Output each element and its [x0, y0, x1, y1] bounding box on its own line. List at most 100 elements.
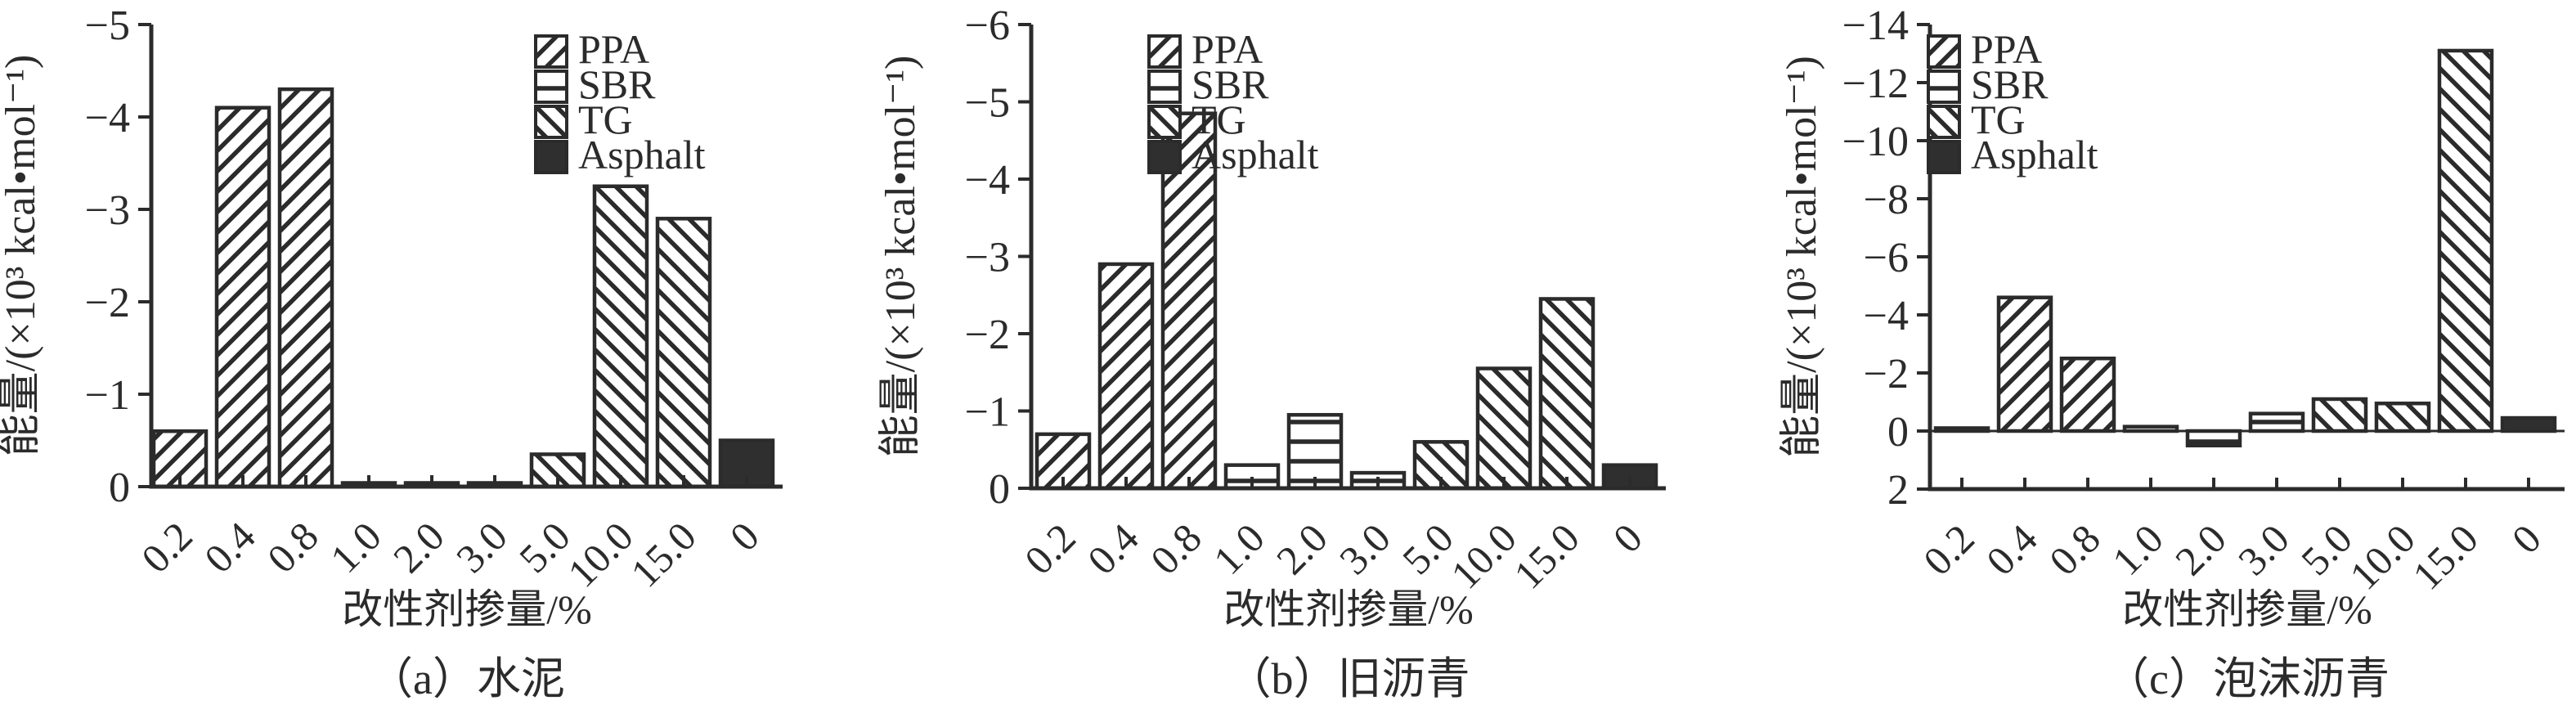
y-tick-label: −10 [1842, 119, 1909, 165]
x-tick-label: 15.0 [1505, 514, 1587, 597]
bar-PPA-0.8 [277, 87, 334, 489]
y-axis-title: 能量/(×10³ kcal•mol⁻¹) [877, 56, 924, 458]
y-tick-label: 2 [1887, 467, 1909, 514]
chart-c-column: 能量/(×10³ kcal•mol⁻¹) −14 −12 −10 −8 −6 −4 −2 0 2 0… [1717, 0, 2576, 714]
bar-PPA-0.2 [1933, 426, 1990, 433]
legend-swatch-asphalt [534, 140, 568, 174]
x-tick-label: 0 [2503, 515, 2550, 562]
y-axis-title: 能量/(×10³ kcal•mol⁻¹) [1779, 56, 1825, 458]
y-tick-label: −3 [85, 187, 130, 234]
x-tick-label: 15.0 [622, 513, 704, 595]
x-tick-label: 10.0 [559, 513, 641, 595]
x-tick-label: 0.2 [1914, 515, 1983, 584]
bar-SBR-1.0 [2122, 424, 2179, 433]
legend-label-sbr: SBR [1971, 61, 2049, 107]
bar-PPA-0.4 [1097, 262, 1155, 491]
legend-swatch-ppa [534, 34, 568, 69]
bar-TG-15.0 [2437, 48, 2494, 433]
y-tick-label: −2 [85, 280, 130, 326]
y-tick-label: −4 [965, 157, 1010, 204]
legend-swatch-sbr [1927, 70, 1961, 104]
chart-subtitle: （c）泡沫沥青 [2105, 654, 2390, 703]
legend-swatch-sbr [534, 70, 568, 104]
bar-PPA-0.4 [1996, 295, 2053, 433]
x-axis-title: 改性剂掺量/% [2122, 586, 2372, 632]
legend-label-ppa: PPA [1192, 26, 1263, 72]
legend-swatch-asphalt [1147, 140, 1182, 174]
chart-subtitle: （b）旧沥青 [1227, 654, 1470, 703]
x-tick-label: 0.8 [1142, 514, 1210, 583]
chart-c: 能量/(×10³ kcal•mol⁻¹)−14−12−10−8−6−4−2020… [1779, 2, 2565, 703]
y-tick-label: −5 [965, 80, 1010, 127]
x-tick-label: 2.0 [2166, 515, 2235, 584]
chart-b-column: 能量/(×10³ kcal•mol⁻¹) −6 −5 −4 −3 −2 −1 0 0.2 0.4 0… [859, 0, 1717, 714]
y-tick-label: −4 [1864, 293, 1909, 339]
y-tick-label: −1 [85, 372, 130, 419]
x-tick-label: 15.0 [2403, 515, 2486, 598]
x-tick-label: 3.0 [447, 513, 516, 582]
legend-label-tg: TG [1192, 97, 1246, 142]
y-tick-label: 0 [1887, 409, 1909, 456]
x-tick-label: 2.0 [1268, 514, 1336, 583]
legend-swatch-tg [1147, 105, 1182, 139]
legend-label-ppa: PPA [578, 26, 649, 72]
legend-label-asphalt: Asphalt [1971, 132, 2098, 177]
x-tick-label: 0 [721, 513, 768, 559]
x-tick-label: 2.0 [384, 513, 453, 582]
legend-swatch-ppa [1927, 34, 1961, 69]
bar-SBR-3.0 [2248, 411, 2305, 433]
y-tick-label: −2 [965, 312, 1010, 358]
y-tick-label: −5 [85, 2, 130, 49]
x-tick-label: 1.0 [321, 513, 390, 582]
bar-TG-10.0 [2374, 402, 2431, 433]
chart-a-column: 能量/(×10³ kcal•mol⁻¹) −5 −4 −3 −2 −1 0 0.2 0.4 0.8… [0, 0, 859, 714]
x-tick-label: 0.8 [258, 513, 327, 582]
chart-a: 能量/(×10³ kcal•mol⁻¹)−5−4−3−2−100.20.40.8… [0, 2, 783, 703]
legend-swatch-sbr [1147, 70, 1182, 104]
bar-PPA-0.8 [2059, 357, 2116, 433]
legend-label-ppa: PPA [1971, 26, 2042, 72]
chart-b: 能量/(×10³ kcal•mol⁻¹)−6−5−4−3−2−100.20.40… [877, 2, 1666, 703]
bar-PPA-0.2 [1034, 432, 1092, 491]
legend-label-tg: TG [1971, 97, 2026, 142]
y-tick-label: −14 [1842, 2, 1909, 49]
x-tick-label: 10.0 [1442, 514, 1524, 597]
y-axis-title: 能量/(×10³ kcal•mol⁻¹) [0, 55, 44, 457]
y-tick-label: −3 [965, 235, 1010, 281]
bar-TG-15.0 [1538, 297, 1595, 491]
y-tick-label: −12 [1842, 61, 1909, 107]
legend-swatch-ppa [1147, 34, 1182, 69]
y-tick-label: 0 [989, 466, 1010, 513]
legend-swatch-tg [534, 105, 568, 139]
x-tick-label: 0 [1604, 514, 1651, 561]
bar-TG-10.0 [1475, 366, 1533, 491]
y-tick-label: 0 [109, 465, 130, 511]
y-tick-label: −6 [965, 2, 1010, 49]
bar-SBR-2.0 [2185, 429, 2242, 447]
bar-Asphalt-0 [2500, 415, 2557, 433]
x-tick-label: 0.4 [1079, 514, 1147, 583]
x-tick-label: 0.4 [195, 513, 264, 582]
legend-label-asphalt: Asphalt [1192, 132, 1319, 177]
x-axis-title: 改性剂掺量/% [342, 586, 592, 632]
x-tick-label: 0.2 [1016, 514, 1084, 583]
legend-swatch-asphalt [1927, 140, 1961, 174]
x-tick-label: 3.0 [1331, 514, 1399, 583]
bar-TG-10.0 [592, 184, 649, 489]
legend-label-sbr: SBR [1192, 61, 1269, 107]
x-tick-label: 0.2 [132, 513, 201, 582]
y-tick-label: −8 [1864, 177, 1909, 223]
x-axis-title: 改性剂掺量/% [1223, 586, 1474, 632]
bar-PPA-0.4 [214, 106, 272, 489]
chart-subtitle: （a）水泥 [369, 654, 565, 703]
y-tick-label: −1 [965, 389, 1010, 436]
x-tick-label: 1.0 [1205, 514, 1273, 583]
y-tick-label: −2 [1864, 351, 1909, 397]
bar-TG-5.0 [2311, 397, 2368, 433]
legend-label-tg: TG [578, 97, 633, 142]
y-tick-label: −4 [85, 95, 130, 141]
legend-swatch-tg [1927, 105, 1961, 139]
x-tick-label: 1.0 [2103, 515, 2172, 584]
legend-label-sbr: SBR [578, 61, 656, 107]
